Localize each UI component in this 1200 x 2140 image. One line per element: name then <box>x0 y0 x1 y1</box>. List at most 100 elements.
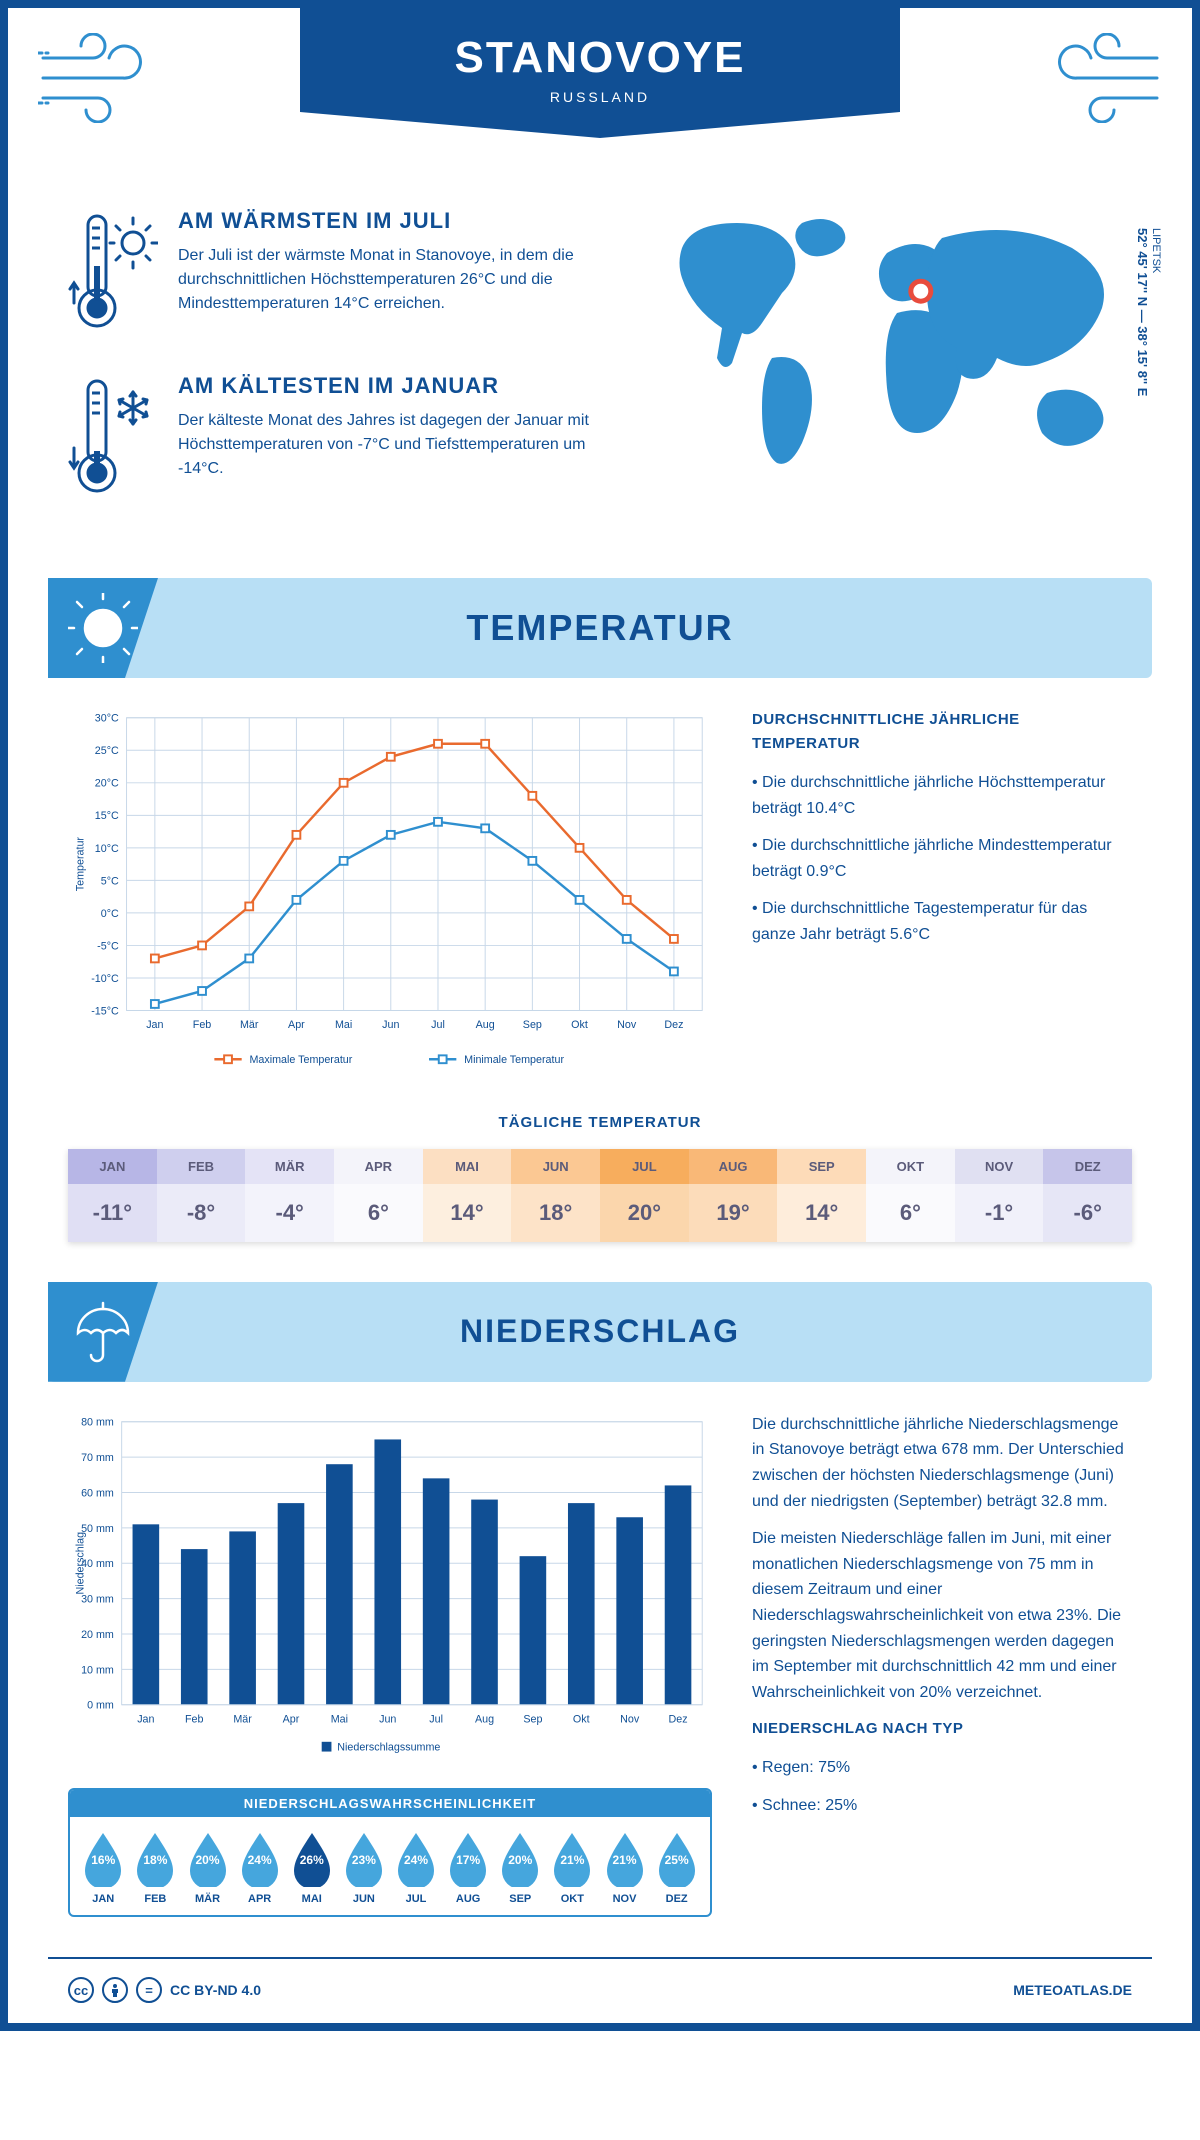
drop-percent: 20% <box>498 1853 542 1867</box>
drop-icon: 24% <box>394 1831 438 1887</box>
drop-month: JUL <box>393 1893 440 1905</box>
drop-month: MAI <box>289 1893 336 1905</box>
precip-p1: Die durchschnittliche jährliche Niedersc… <box>752 1412 1132 1514</box>
drop-percent: 16% <box>81 1853 125 1867</box>
svg-text:10°C: 10°C <box>95 843 119 855</box>
drop-percent: 23% <box>342 1853 386 1867</box>
drop-icon: 21% <box>603 1831 647 1887</box>
daily-month: MÄR <box>245 1149 334 1184</box>
precipitation-summary: Die durchschnittliche jährliche Niedersc… <box>752 1412 1132 1917</box>
daily-month: JUL <box>600 1149 689 1184</box>
nd-icon: = <box>136 1977 162 2003</box>
svg-text:-15°C: -15°C <box>91 1005 119 1017</box>
drop-percent: 26% <box>290 1853 334 1867</box>
coords-text: 52° 45' 17'' N — 38° 15' 8'' E <box>1135 228 1150 396</box>
title-ribbon: STANOVOYE RUSSLAND <box>300 8 900 138</box>
page-subtitle: RUSSLAND <box>300 89 900 105</box>
daily-month: JUN <box>511 1149 600 1184</box>
svg-text:Maximale Temperatur: Maximale Temperatur <box>249 1054 352 1066</box>
svg-text:20 mm: 20 mm <box>81 1629 114 1641</box>
drop-percent: 21% <box>603 1853 647 1867</box>
svg-text:0 mm: 0 mm <box>87 1699 114 1711</box>
cc-icon: cc <box>68 1977 94 2003</box>
intro-row: AM WÄRMSTEN IM JULI Der Juli ist der wär… <box>8 188 1192 578</box>
drop-icon: 20% <box>498 1831 542 1887</box>
svg-text:Apr: Apr <box>283 1713 300 1725</box>
svg-text:Feb: Feb <box>185 1713 204 1725</box>
precip-type-title: NIEDERSCHLAG NACH TYP <box>752 1717 1132 1741</box>
probability-drop: 25% DEZ <box>653 1831 700 1905</box>
daily-cell: SEP14° <box>777 1149 866 1242</box>
svg-text:Okt: Okt <box>573 1713 590 1725</box>
probability-drop: 23% JUN <box>341 1831 388 1905</box>
probability-drop: 24% APR <box>236 1831 283 1905</box>
svg-text:10 mm: 10 mm <box>81 1664 114 1676</box>
sun-icon <box>48 578 158 678</box>
svg-text:Dez: Dez <box>664 1019 683 1031</box>
svg-text:Sep: Sep <box>523 1713 542 1725</box>
svg-text:5°C: 5°C <box>101 875 119 887</box>
svg-text:70 mm: 70 mm <box>81 1452 114 1464</box>
daily-grid: JAN-11°FEB-8°MÄR-4°APR6°MAI14°JUN18°JUL2… <box>68 1149 1132 1242</box>
drop-percent: 25% <box>655 1853 699 1867</box>
probability-drop: 26% MAI <box>289 1831 336 1905</box>
world-map-svg <box>652 208 1132 468</box>
svg-text:Mär: Mär <box>233 1713 252 1725</box>
temp-summary-title: DURCHSCHNITTLICHE JÄHRLICHE TEMPERATUR <box>752 708 1132 756</box>
temp-bullet: Die durchschnittliche jährliche Höchstte… <box>752 770 1132 821</box>
drop-month: APR <box>236 1893 283 1905</box>
daily-value: 19° <box>689 1184 778 1242</box>
drop-icon: 20% <box>186 1831 230 1887</box>
daily-value: -4° <box>245 1184 334 1242</box>
drop-icon: 26% <box>290 1831 334 1887</box>
region-label: LIPETSK <box>1150 228 1162 390</box>
svg-text:Okt: Okt <box>571 1019 588 1031</box>
svg-text:30°C: 30°C <box>95 713 119 725</box>
svg-text:60 mm: 60 mm <box>81 1487 114 1499</box>
temp-bullet: Die durchschnittliche Tagestemperatur fü… <box>752 896 1132 947</box>
daily-month: APR <box>334 1149 423 1184</box>
precipitation-chart-col: 0 mm10 mm20 mm30 mm40 mm50 mm60 mm70 mm8… <box>68 1412 712 1917</box>
svg-text:25°C: 25°C <box>95 745 119 757</box>
page: STANOVOYE RUSSLAND AM WÄRMSTEN <box>0 0 1200 2031</box>
precipitation-heading: NIEDERSCHLAG <box>48 1313 1152 1350</box>
precipitation-probability-box: NIEDERSCHLAGSWAHRSCHEINLICHKEIT 16% JAN … <box>68 1788 712 1917</box>
svg-text:20°C: 20°C <box>95 778 119 790</box>
warmest-fact: AM WÄRMSTEN IM JULI Der Juli ist der wär… <box>68 208 622 343</box>
probability-drop: 20% MÄR <box>184 1831 231 1905</box>
precipitation-row: 0 mm10 mm20 mm30 mm40 mm50 mm60 mm70 mm8… <box>8 1412 1192 1917</box>
daily-cell: MÄR-4° <box>245 1149 334 1242</box>
temperature-summary: DURCHSCHNITTLICHE JÄHRLICHE TEMPERATUR D… <box>752 708 1132 1084</box>
probability-drops: 16% JAN 18% FEB 20% MÄR 24% APR 26% MAI … <box>80 1831 700 1905</box>
daily-cell: JAN-11° <box>68 1149 157 1242</box>
daily-month: MAI <box>423 1149 512 1184</box>
coldest-title: AM KÄLTESTEN IM JANUAR <box>178 373 622 399</box>
prob-title: NIEDERSCHLAGSWAHRSCHEINLICHKEIT <box>70 1790 710 1817</box>
daily-cell: APR6° <box>334 1149 423 1242</box>
drop-percent: 18% <box>133 1853 177 1867</box>
precipitation-section-header: NIEDERSCHLAG <box>48 1282 1152 1382</box>
precip-p2: Die meisten Niederschläge fallen im Juni… <box>752 1526 1132 1705</box>
daily-cell: AUG19° <box>689 1149 778 1242</box>
daily-value: 6° <box>334 1184 423 1242</box>
daily-month: JAN <box>68 1149 157 1184</box>
probability-drop: 17% AUG <box>445 1831 492 1905</box>
drop-icon: 21% <box>550 1831 594 1887</box>
svg-text:Temperatur: Temperatur <box>75 837 87 892</box>
daily-value: -1° <box>955 1184 1044 1242</box>
drop-icon: 25% <box>655 1831 699 1887</box>
daily-heading: TÄGLICHE TEMPERATUR <box>68 1114 1132 1131</box>
daily-cell: OKT6° <box>866 1149 955 1242</box>
drop-percent: 17% <box>446 1853 490 1867</box>
warmest-text: Der Juli ist der wärmste Monat in Stanov… <box>178 244 622 316</box>
umbrella-icon <box>48 1282 158 1382</box>
daily-cell: NOV-1° <box>955 1149 1044 1242</box>
svg-text:-5°C: -5°C <box>97 940 119 952</box>
drop-percent: 24% <box>394 1853 438 1867</box>
drop-percent: 21% <box>550 1853 594 1867</box>
temperature-section-header: TEMPERATUR <box>48 578 1152 678</box>
daily-month: FEB <box>157 1149 246 1184</box>
precip-type-bullet: Regen: 75% <box>752 1755 1132 1781</box>
license-text: CC BY-ND 4.0 <box>170 1982 261 1998</box>
intro-text-column: AM WÄRMSTEN IM JULI Der Juli ist der wär… <box>68 208 622 538</box>
